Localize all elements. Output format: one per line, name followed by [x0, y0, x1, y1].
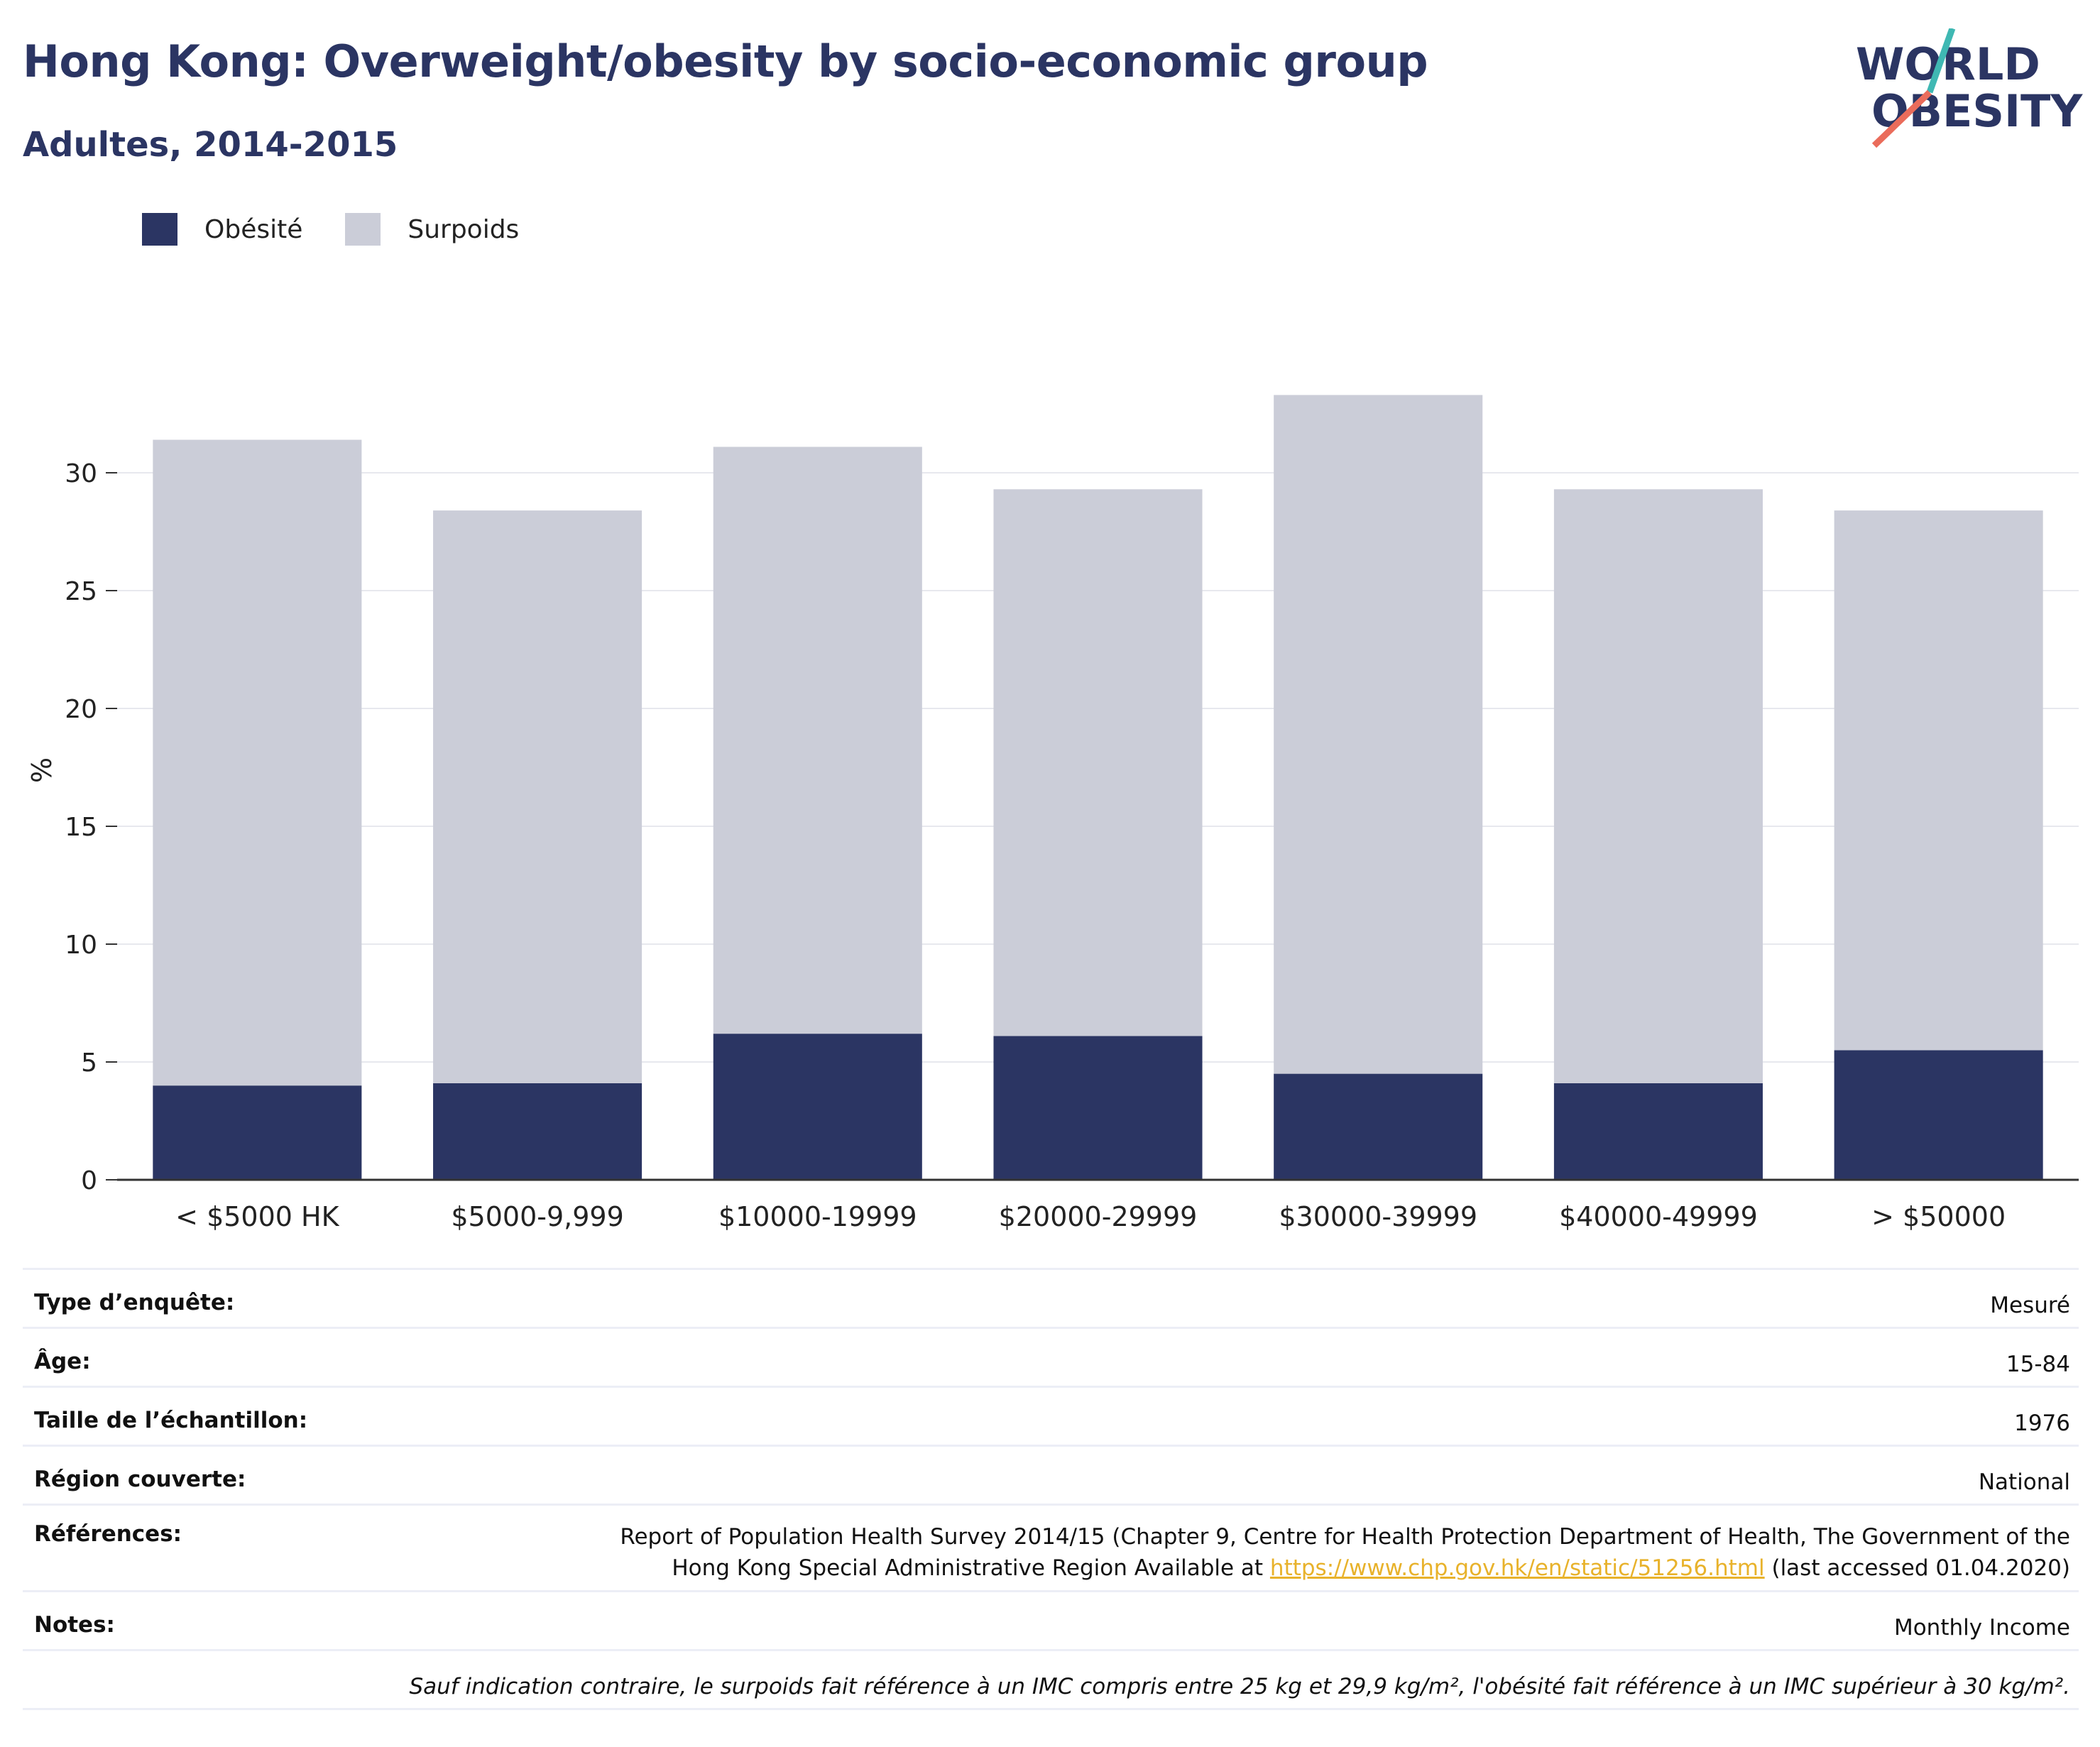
info-row-age: Âge: 15-84: [23, 1327, 2079, 1386]
x-tick-label: $10000-19999: [718, 1201, 917, 1232]
info-row-region: Région couverte: National: [23, 1445, 2079, 1504]
world-obesity-logo: WORLD OBESITY: [1856, 28, 2083, 148]
info-value: Mesuré: [1990, 1293, 2070, 1318]
y-tick-label: 25: [65, 577, 97, 606]
info-row-references: Références: Report of Population Health …: [23, 1504, 2079, 1590]
legend-swatch-overweight: [345, 213, 381, 246]
bar-chart: 0 5 10 15 20 25 30% < $5000 HK $5000-9,999 $10000…: [26, 395, 2079, 1232]
info-row-sample-size: Taille de l’échantillon: 1976: [23, 1386, 2079, 1445]
bar-obesity: [1553, 1083, 1763, 1180]
bar-obesity: [1834, 1050, 2043, 1180]
x-tick-label: $40000-49999: [1559, 1201, 1758, 1232]
x-tick-label: $30000-39999: [1279, 1201, 1477, 1232]
legend-swatch-obesity: [142, 213, 177, 246]
y-tick-label: 20: [65, 695, 97, 724]
info-key: Type d’enquête:: [34, 1290, 235, 1315]
bar-obesity: [153, 1085, 362, 1180]
y-tick-label: 5: [81, 1048, 97, 1078]
y-tick-label: 0: [81, 1166, 97, 1195]
info-value: 15-84: [2006, 1352, 2070, 1377]
bar-obesity: [993, 1036, 1203, 1180]
info-key: Âge:: [34, 1349, 91, 1374]
info-key: Taille de l’échantillon:: [34, 1408, 308, 1433]
y-axis-label: %: [26, 757, 58, 783]
y-tick-label: 30: [65, 459, 97, 488]
info-value: 1976: [2014, 1411, 2070, 1436]
bar-overweight: [1834, 510, 2043, 1051]
x-tick-label: > $50000: [1871, 1201, 2006, 1232]
info-table: Type d’enquête: Mesuré Âge: 15-84 Taille…: [23, 1268, 2079, 1710]
bar-overweight: [713, 447, 922, 1034]
logo-slash-teal: [1926, 28, 1956, 94]
x-tick-label: $5000-9,999: [451, 1201, 623, 1232]
chart-title: Hong Kong: Overweight/obesity by socio-e…: [23, 35, 1428, 87]
info-key: Références:: [34, 1521, 182, 1547]
info-key: Notes:: [34, 1612, 115, 1638]
x-tick-label: $20000-29999: [999, 1201, 1198, 1232]
logo-slash-coral: [1871, 89, 1932, 148]
x-tick-label: < $5000 HK: [175, 1201, 339, 1232]
chart-subtitle: Adultes, 2014-2015: [23, 125, 398, 165]
bar-overweight: [1274, 395, 1483, 1074]
references-line1: Report of Population Health Survey 2014/…: [620, 1524, 2070, 1550]
info-bottom-divider: [23, 1708, 2079, 1710]
bar-overweight: [433, 510, 642, 1083]
bar-obesity: [713, 1034, 922, 1180]
y-tick-label: 15: [65, 813, 97, 842]
references-link[interactable]: https://www.chp.gov.hk/en/static/51256.h…: [1269, 1555, 1765, 1581]
references-line2-pre: Hong Kong Special Administrative Region …: [672, 1555, 1270, 1581]
y-tick-label: 10: [65, 931, 97, 960]
info-row-notes: Notes: Monthly Income: [23, 1590, 2079, 1649]
info-value: National: [1978, 1469, 2070, 1495]
info-key: Région couverte:: [34, 1467, 246, 1492]
info-value: Monthly Income: [1893, 1615, 2070, 1641]
references-line2-post: (last accessed 01.04.2020): [1764, 1555, 2070, 1581]
legend-label-obesity: Obésité: [204, 214, 303, 244]
bar-overweight: [153, 439, 362, 1086]
references-text: Report of Population Health Survey 2014/…: [620, 1521, 2070, 1584]
bar-overweight: [1553, 489, 1763, 1083]
bar-overweight: [993, 489, 1203, 1036]
info-row-survey-type: Type d’enquête: Mesuré: [23, 1268, 2079, 1327]
footnote-text: Sauf indication contraire, le surpoids f…: [409, 1674, 2070, 1699]
bar-obesity: [1274, 1073, 1483, 1180]
info-row-footnote: Sauf indication contraire, le surpoids f…: [23, 1649, 2079, 1708]
legend-label-overweight: Surpoids: [408, 214, 520, 244]
legend: Obésité Surpoids: [142, 213, 562, 246]
bar-obesity: [433, 1083, 642, 1180]
